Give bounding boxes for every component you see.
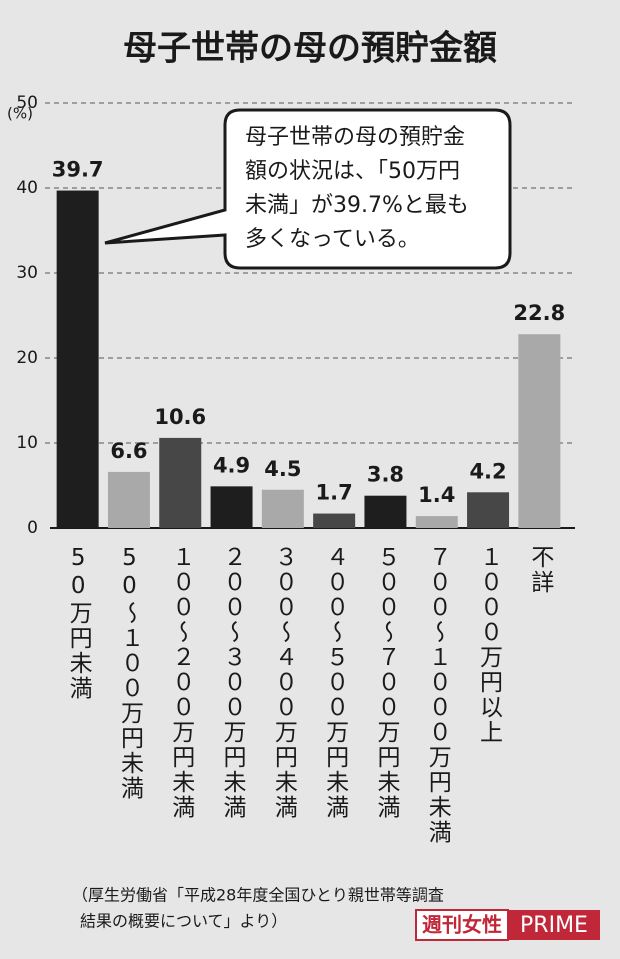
bar bbox=[467, 492, 510, 528]
x-tick-label: ５００〜７００万円未満 bbox=[373, 545, 401, 820]
callout bbox=[104, 108, 512, 270]
y-tick-label: 0 bbox=[27, 518, 38, 538]
x-tick-label: 不詳 bbox=[527, 545, 555, 595]
value-label: 10.6 bbox=[154, 405, 206, 429]
bar bbox=[56, 190, 99, 529]
value-label: 1.7 bbox=[316, 481, 353, 505]
bar bbox=[364, 495, 407, 528]
source: 結果の概要について」より） bbox=[80, 912, 287, 931]
annotation: 母子世帯の母の預貯金 bbox=[245, 125, 465, 150]
x-tick-label: ２００〜３００万円未満 bbox=[219, 545, 247, 820]
annotation: 額の状況は、「50万円 bbox=[245, 159, 460, 184]
x-tick-label: ７００〜１０００万円未満 bbox=[424, 545, 452, 845]
logo: PRIME bbox=[520, 913, 588, 938]
bar bbox=[261, 489, 304, 528]
bar bbox=[107, 471, 150, 528]
annotation: 多くなっている。 bbox=[245, 227, 420, 252]
bar bbox=[518, 334, 561, 528]
bar bbox=[159, 437, 202, 528]
value-label: 3.8 bbox=[367, 463, 404, 487]
y-tick-label: 40 bbox=[16, 178, 38, 198]
value-label: 1.4 bbox=[418, 483, 455, 507]
chart-title: 母子世帯の母の預貯金額 bbox=[123, 29, 497, 69]
y-tick-label: 20 bbox=[16, 348, 38, 368]
x-tick-label: 50万円未満 bbox=[65, 545, 93, 701]
logo-box bbox=[508, 910, 600, 940]
y-unit: (%) bbox=[7, 105, 33, 123]
bar bbox=[210, 486, 253, 528]
value-label: 4.9 bbox=[213, 453, 250, 477]
value-label: 6.6 bbox=[110, 439, 147, 463]
annotation: 未満」が39.7%と最も bbox=[245, 193, 469, 218]
x-tick-label: ４００〜５００万円未満 bbox=[322, 545, 350, 820]
value-label: 39.7 bbox=[52, 158, 104, 182]
value-label: 22.8 bbox=[513, 301, 565, 325]
logo: 週刊女性 bbox=[422, 913, 502, 937]
value-label: 4.2 bbox=[469, 459, 506, 483]
x-tick-label: １００〜２００万円未満 bbox=[168, 545, 196, 820]
x-tick-label: ３００〜４００万円未満 bbox=[270, 545, 298, 820]
x-tick-label: １０００万円以上 bbox=[476, 545, 504, 745]
bar bbox=[415, 516, 458, 528]
y-tick-label: 10 bbox=[16, 433, 38, 453]
bar bbox=[313, 513, 356, 528]
value-label: 4.5 bbox=[264, 457, 301, 481]
source: （厚生労働省「平成28年度全国ひとり親世帯等調査 bbox=[72, 886, 444, 905]
y-tick-label: 50 bbox=[16, 93, 38, 113]
x-tick-label: 50〜１００万円未満 bbox=[116, 545, 144, 801]
y-tick-label: 30 bbox=[16, 263, 38, 283]
